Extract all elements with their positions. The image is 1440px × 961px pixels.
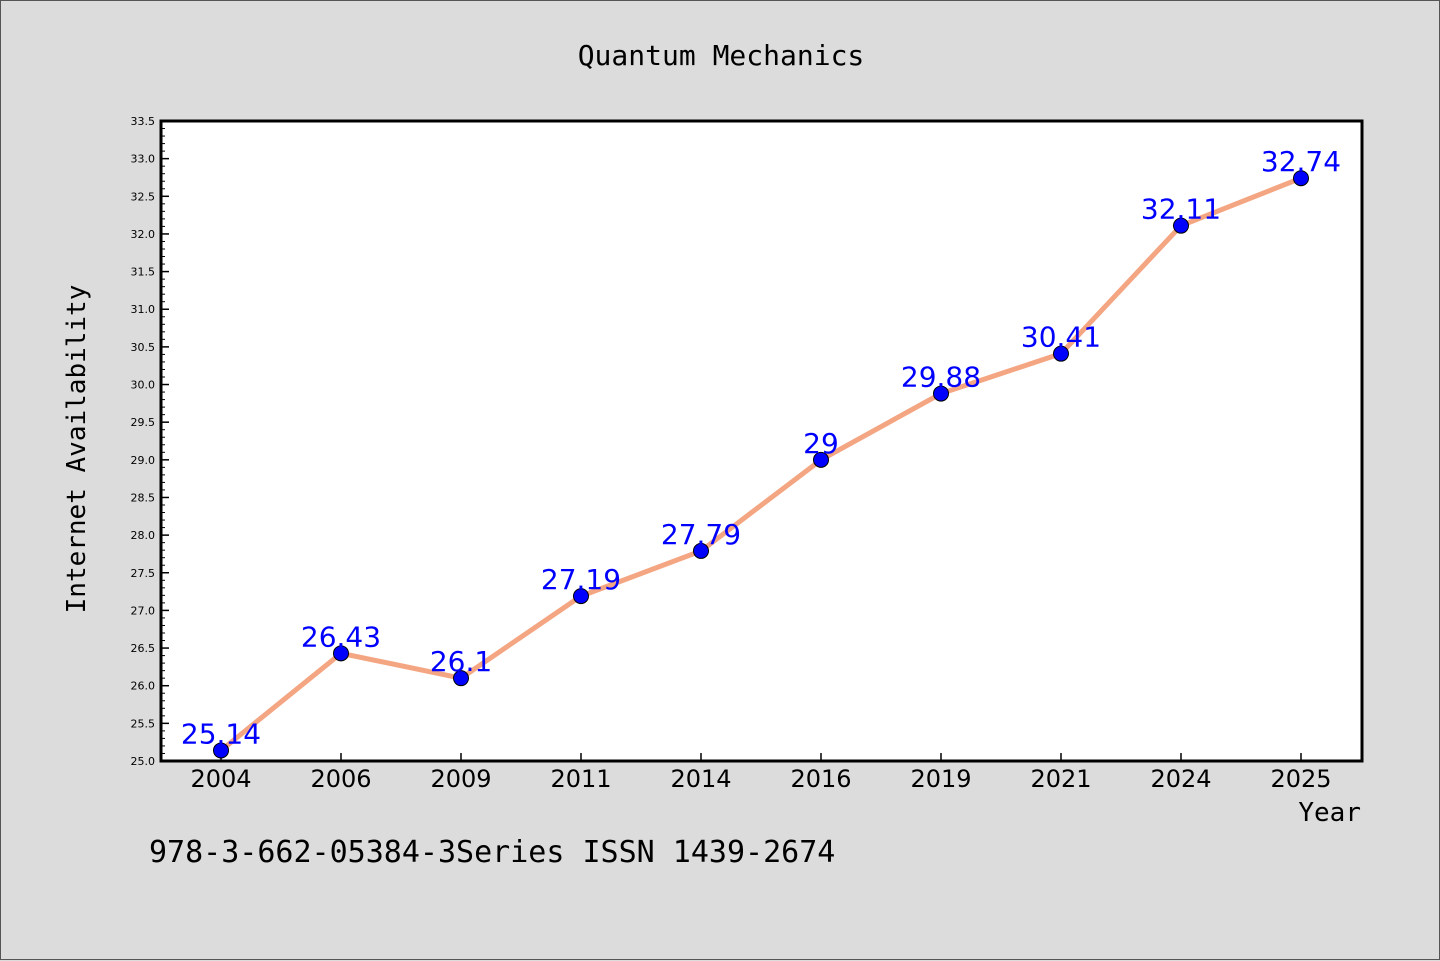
data-point: [333, 645, 349, 662]
y-tick-label: 25.0: [131, 755, 156, 768]
data-label: 30.41: [1021, 321, 1101, 354]
isbn-caption: 978-3-662-05384-3Series ISSN 1439-2674: [149, 835, 836, 870]
y-tick-label: 29.0: [131, 454, 156, 467]
y-tick-label: 33.5: [131, 115, 156, 128]
y-tick-label: 27.5: [131, 567, 156, 580]
data-point: [813, 451, 829, 468]
data-point: [1053, 345, 1069, 362]
y-tick-label: 28.0: [131, 529, 156, 542]
y-axis: 25.0 25.5 26.0 26.5 27.0 27.5 28.0 28.5 29.0 29.5…: [131, 115, 169, 768]
data-label: 27.79: [661, 518, 741, 551]
x-tick-label: 2014: [670, 765, 731, 793]
y-tick-label: 28.5: [131, 491, 156, 504]
series-layer: 25.14 26.43 26.1 27.19 27.79 29 29.88 30.41 32.1…: [181, 145, 1341, 759]
series-line: [218, 175, 1304, 753]
x-axis-label: Year: [1298, 798, 1361, 828]
x-tick-label: 2019: [910, 765, 971, 793]
data-point: [1173, 217, 1189, 234]
y-tick-label: 26.5: [131, 642, 156, 655]
plot-area: [159, 119, 1364, 763]
data-label: 27.19: [541, 563, 621, 596]
x-axis: 2004 2006 2009 2011 2014 2016 2019 2021 2024 2025: [190, 753, 1332, 793]
y-tick-label: 29.5: [131, 416, 156, 429]
x-tick-label: 2011: [550, 765, 611, 793]
y-tick-label: 26.0: [131, 680, 156, 693]
y-tick-label: 27.0: [131, 604, 156, 617]
y-tick-label: 31.0: [131, 303, 156, 316]
chart-title: Quantum Mechanics: [578, 39, 865, 72]
data-point: [1293, 170, 1309, 187]
y-tick-label: 25.5: [131, 717, 156, 730]
data-point: [573, 588, 589, 605]
x-tick-label: 2021: [1030, 765, 1091, 793]
x-tick-label: 2025: [1270, 765, 1331, 793]
data-label: 32.74: [1261, 145, 1341, 178]
x-tick-label: 2016: [790, 765, 851, 793]
data-point: [453, 670, 469, 687]
y-tick-label: 33.0: [131, 153, 156, 166]
data-label: 32.11: [1141, 193, 1221, 226]
data-label: 29: [803, 427, 839, 460]
y-tick-label: 30.5: [131, 341, 156, 354]
data-point: [693, 542, 709, 559]
data-label: 25.14: [181, 717, 261, 750]
x-tick-label: 2024: [1150, 765, 1211, 793]
data-point: [933, 385, 949, 402]
data-label: 29.88: [901, 361, 981, 394]
data-point: [213, 742, 229, 759]
x-tick-label: 2004: [190, 765, 251, 793]
x-tick-label: 2009: [430, 765, 491, 793]
data-label: 26.43: [301, 620, 381, 653]
y-axis-label: Internet Availability: [62, 285, 92, 614]
data-label: 26.1: [430, 645, 492, 678]
y-tick-label: 32.0: [131, 228, 156, 241]
y-tick-label: 31.5: [131, 266, 156, 279]
y-tick-label: 30.0: [131, 379, 156, 392]
x-tick-label: 2006: [310, 765, 371, 793]
y-tick-label: 32.5: [131, 190, 156, 203]
